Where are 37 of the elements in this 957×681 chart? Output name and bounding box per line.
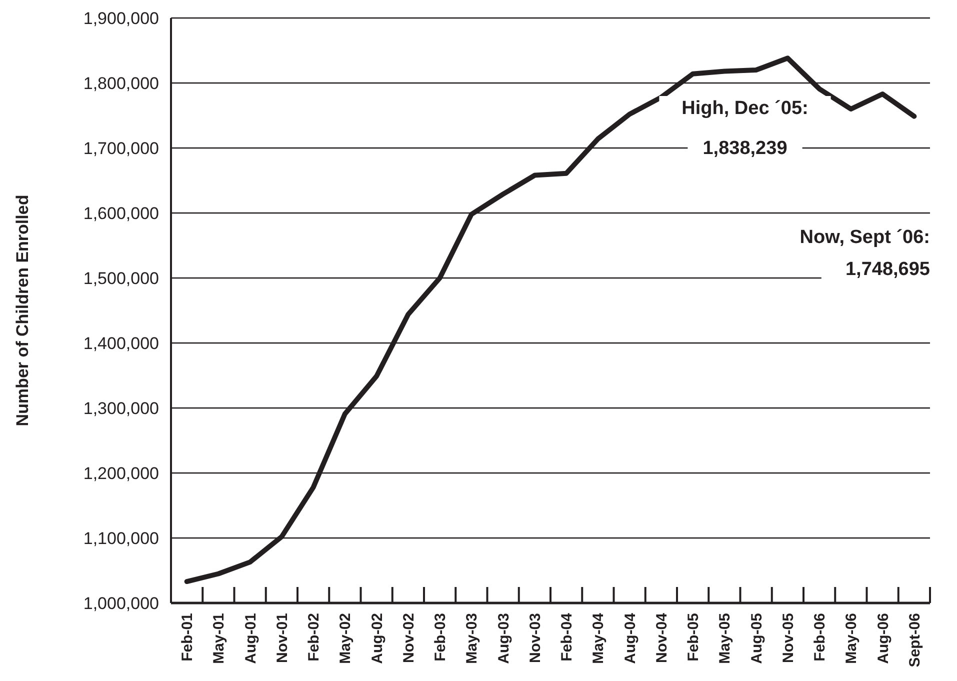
y-tick-label: 1,600,000 [83, 204, 159, 223]
y-tick-label: 1,300,000 [83, 398, 159, 418]
x-tick-label: May-01 [210, 613, 228, 664]
x-tick-label: Feb-01 [179, 613, 196, 662]
x-tick-label: Feb-05 [685, 613, 702, 662]
x-tick-label: Nov-01 [274, 613, 291, 664]
y-tick-label: 1,700,000 [83, 138, 159, 158]
x-tick-label: Aug-02 [368, 613, 386, 664]
y-axis-title: Number of Children Enrolled [12, 194, 32, 426]
y-tick-label: 1,900,000 [83, 8, 159, 28]
x-tick-label: May-05 [716, 613, 734, 664]
x-tick-label: Feb-02 [306, 613, 323, 662]
x-tick-label: May-02 [337, 613, 354, 664]
y-tick-label: 1,100,000 [83, 528, 159, 548]
y-tick-label: 1,000,000 [83, 594, 159, 613]
x-tick-label: Nov-02 [400, 613, 418, 664]
x-tick-label: May-03 [464, 613, 481, 664]
y-tick-label: 1,500,000 [83, 268, 159, 288]
x-tick-label: Aug-03 [495, 613, 512, 664]
annotation: Now, Sept ´06: 1,748,695 [800, 227, 930, 280]
x-tick-label: Aug-01 [242, 613, 260, 664]
x-tick-label: Aug-05 [748, 613, 766, 664]
x-tick-label: May-06 [843, 613, 860, 664]
x-tick-label: Nov-03 [526, 613, 544, 664]
annotation: High, Dec ´05: 1,838,239 [682, 98, 808, 159]
x-tick-label: Feb-04 [558, 612, 576, 662]
y-tick-label: 1,800,000 [83, 74, 159, 93]
x-tick-label: May-04 [590, 612, 608, 664]
x-tick-label: Aug-04 [622, 612, 639, 664]
x-tick-label: Feb-06 [812, 613, 829, 662]
x-tick-label: Sept-06 [906, 613, 924, 668]
x-tick-label: Nov-04 [653, 612, 670, 664]
x-tick-label: Feb-03 [432, 613, 450, 662]
x-tick-label: Aug-06 [874, 613, 892, 664]
y-tick-label: 1,400,000 [83, 334, 159, 353]
y-tick-label: 1,200,000 [83, 464, 159, 483]
x-tick-label: Nov-05 [780, 613, 797, 664]
